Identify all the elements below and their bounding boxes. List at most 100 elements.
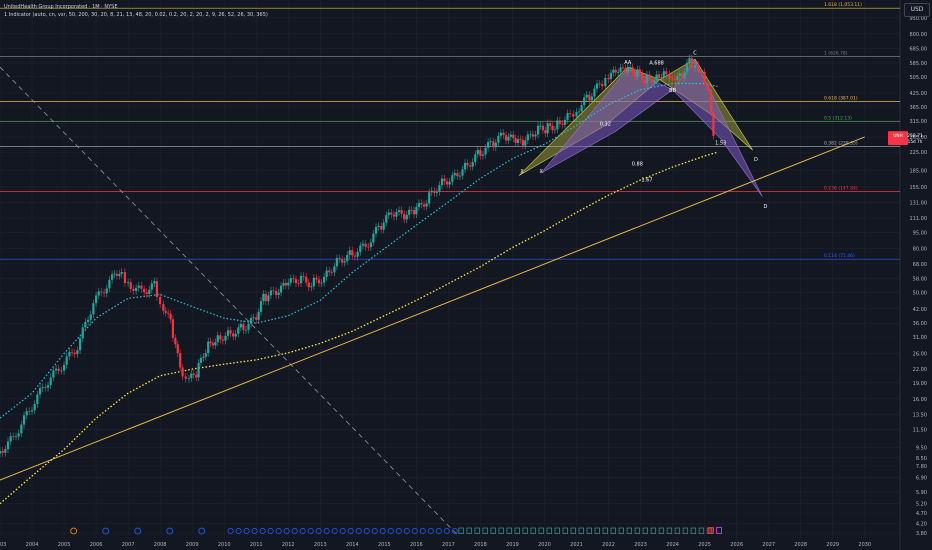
currency-button[interactable]: USD	[904, 3, 930, 17]
candle-body	[706, 82, 709, 90]
candle-body	[52, 370, 55, 378]
candle-body	[33, 404, 36, 411]
y-tick-label: 11.50	[913, 428, 927, 434]
event-marker	[466, 527, 472, 534]
candle-body	[474, 154, 477, 162]
candle-body	[234, 333, 237, 337]
x-tick-label: 2030	[858, 542, 871, 548]
event-marker	[602, 527, 608, 534]
candle-body	[604, 77, 607, 87]
y-tick-label: 80.00	[913, 247, 927, 253]
event-marker	[251, 528, 258, 534]
event-marker	[339, 528, 346, 534]
candle-body	[395, 211, 398, 217]
candle-body	[509, 134, 512, 137]
x-tick-label: 2012	[282, 542, 295, 548]
event-marker	[315, 528, 322, 534]
candle-body	[174, 337, 177, 345]
candle-body	[97, 291, 100, 296]
event-marker	[283, 528, 290, 534]
candle-body	[367, 246, 370, 248]
candle-body	[110, 274, 114, 280]
candle-body	[312, 277, 315, 287]
candle-body	[356, 251, 359, 257]
x-tick-label: 2026	[730, 542, 743, 548]
candle-body	[292, 278, 295, 280]
y-tick-label: 3.80	[916, 531, 927, 537]
x-tick-label: 2015	[378, 542, 391, 548]
fib-level-label: 0.382 (239.35)	[824, 140, 858, 146]
event-marker	[538, 527, 544, 534]
candle-body	[479, 149, 482, 156]
candle-body	[539, 125, 542, 127]
event-marker	[403, 528, 410, 534]
candle-body	[307, 282, 310, 288]
event-marker	[474, 527, 480, 534]
candle-body	[348, 250, 351, 255]
candle-body	[476, 149, 479, 155]
event-marker	[586, 527, 592, 534]
candle-body	[521, 139, 524, 146]
event-marker	[634, 527, 641, 534]
x-tick-label: 2029	[826, 542, 839, 548]
candle-body	[25, 411, 28, 416]
candle-body	[197, 362, 200, 378]
pattern-point-label: 0.88	[632, 162, 643, 168]
candle-body	[207, 341, 210, 354]
fib-level-label: 0.236 (147.84)	[824, 185, 858, 191]
candle-body	[294, 279, 298, 284]
candle-body	[267, 295, 270, 302]
candle-body	[302, 275, 305, 277]
candle-body	[0, 450, 2, 454]
candle-body	[60, 370, 63, 372]
indicator-legend[interactable]: 1 Indicator (auto, cn, vsr, 50, 200, 30,…	[4, 12, 268, 18]
candle-body	[551, 125, 554, 130]
candle-body	[108, 279, 111, 289]
candle-body	[585, 94, 588, 98]
event-marker	[618, 527, 625, 534]
candle-body	[44, 387, 47, 388]
candle-body	[46, 385, 50, 388]
candle-body	[619, 67, 622, 73]
event-marker	[522, 527, 528, 534]
candle-body	[143, 288, 146, 293]
candle-body	[224, 335, 227, 341]
candle-body	[392, 214, 396, 217]
event-marker	[708, 527, 714, 534]
event-marker	[198, 527, 206, 535]
candle-body	[492, 141, 495, 148]
candle-body	[524, 140, 527, 146]
candle-body	[671, 78, 674, 80]
candle-body	[617, 72, 620, 73]
candle-body	[135, 287, 138, 291]
candle-body	[655, 74, 658, 81]
event-marker	[554, 527, 560, 534]
candle-body	[648, 74, 651, 79]
candle-body	[155, 281, 159, 297]
candle-body	[317, 279, 321, 284]
candle-body	[184, 376, 187, 379]
candle-body	[638, 69, 641, 74]
candle-body	[282, 282, 285, 286]
event-marker	[395, 528, 402, 534]
y-tick-label: 425.00	[910, 91, 928, 97]
x-tick-label: 2006	[90, 542, 103, 548]
candle-body	[187, 377, 191, 379]
candle-body	[668, 74, 671, 79]
candle-body	[621, 67, 625, 69]
candle-body	[17, 433, 20, 437]
sma-yellow-line	[0, 151, 718, 505]
candle-body	[612, 69, 615, 73]
candle-body	[257, 311, 260, 320]
candle-body	[115, 273, 119, 276]
candle-body	[221, 339, 225, 341]
y-tick-label: 155.00	[910, 185, 928, 191]
candle-body	[199, 357, 203, 363]
candle-body	[438, 185, 441, 192]
event-marker	[650, 527, 657, 534]
x-tick-label: 2027	[762, 542, 775, 548]
candle-body	[665, 71, 668, 75]
candle-body	[681, 73, 684, 79]
candle-body	[81, 327, 84, 339]
